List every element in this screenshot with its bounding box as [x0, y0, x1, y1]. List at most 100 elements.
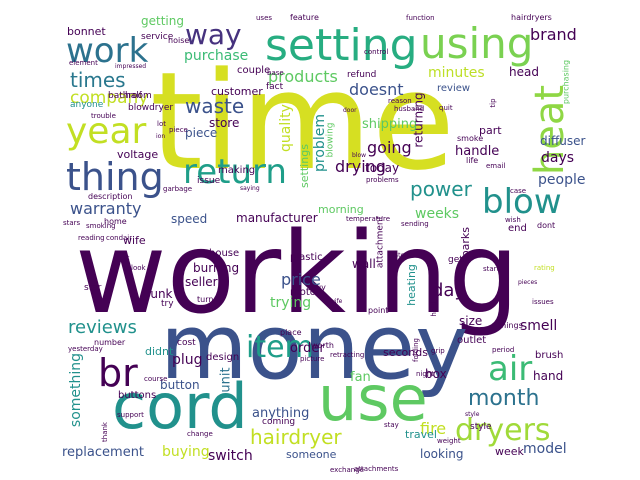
cloud-word-56: fan	[350, 370, 371, 385]
cloud-word-1: working	[75, 209, 519, 339]
cloud-word-179: store	[395, 252, 410, 259]
cloud-word-144: issues	[532, 298, 554, 306]
cloud-word-6: using	[420, 19, 533, 68]
cloud-word-57: box	[425, 367, 447, 381]
cloud-word-48: week	[495, 445, 525, 458]
cloud-word-145: yesterday	[68, 345, 103, 353]
cloud-word-27: purchase	[184, 48, 248, 64]
cloud-word-18: hairdryer	[250, 425, 342, 449]
cloud-word-22: company	[70, 88, 148, 108]
cloud-word-150: stay	[384, 421, 399, 429]
cloud-word-73: sparks	[459, 227, 472, 263]
cloud-word-120: number	[94, 338, 126, 347]
cloud-word-47: looking	[420, 447, 464, 461]
cloud-word-64: manufacturer	[236, 211, 318, 225]
cloud-word-160: start	[483, 265, 500, 273]
cloud-word-66: junk	[146, 287, 173, 301]
cloud-word-59: handle	[455, 144, 499, 159]
cloud-word-53: plug	[172, 352, 203, 368]
cloud-word-132: trouble	[91, 112, 116, 120]
cloud-word-31: going	[367, 138, 412, 157]
cloud-word-88: house	[209, 248, 239, 259]
cloud-word-30: problem	[312, 114, 328, 172]
cloud-word-129: attachments	[354, 465, 399, 473]
cloud-word-21: times	[70, 68, 126, 92]
cloud-word-68: wall	[352, 257, 376, 271]
cloud-word-128: change	[187, 430, 213, 438]
cloud-word-109: cost	[177, 338, 196, 348]
cloud-word-16: dryers	[455, 413, 551, 448]
cloud-word-46: anything	[252, 406, 309, 421]
cloud-word-50: price	[281, 270, 321, 289]
cloud-word-140: piece	[169, 126, 188, 134]
cloud-word-101: description	[88, 192, 132, 201]
cloud-word-134: smoking	[86, 222, 116, 230]
cloud-word-95: outlet	[457, 335, 486, 346]
cloud-word-13: air	[488, 349, 532, 389]
cloud-word-123: get	[448, 255, 463, 265]
cloud-word-45: switch	[208, 448, 253, 464]
cloud-word-12: blow	[482, 182, 562, 222]
cloud-word-82: getting	[141, 14, 184, 28]
cloud-word-28: waste	[185, 94, 244, 118]
cloud-word-139: uses	[256, 14, 272, 22]
cloud-word-97: brush	[535, 350, 563, 361]
cloud-word-181: style	[465, 411, 480, 418]
cloud-word-147: picture	[300, 355, 324, 363]
cloud-word-162: grip	[431, 347, 445, 355]
cloud-word-87: wife	[123, 234, 146, 247]
cloud-word-106: anyone	[70, 100, 104, 110]
cloud-word-137: control	[364, 48, 388, 56]
cloud-word-19: power	[410, 177, 473, 201]
cloud-word-20: way	[185, 18, 242, 51]
cloud-word-148: period	[492, 346, 514, 354]
cloud-word-176: impressed	[115, 63, 146, 70]
cloud-word-151: exchange	[330, 466, 364, 474]
cloud-word-143: garbage	[163, 185, 192, 193]
cloud-word-122: home	[104, 217, 127, 226]
cloud-word-84: service	[141, 32, 174, 42]
cloud-word-23: brand	[530, 25, 577, 44]
cloud-word-166: wish	[505, 216, 521, 224]
cloud-word-111: style	[470, 422, 492, 432]
cloud-word-159: look	[131, 264, 147, 272]
cloud-word-156: reading	[78, 234, 105, 242]
cloud-word-39: something	[68, 353, 84, 427]
cloud-word-4: cord	[112, 370, 248, 443]
cloud-word-154: temperature	[346, 215, 390, 223]
cloud-word-99: making	[218, 165, 255, 176]
cloud-word-17: month	[468, 386, 539, 411]
cloud-word-110: coming	[262, 417, 295, 427]
cloud-word-78: store	[209, 116, 239, 130]
cloud-word-51: trying	[270, 295, 311, 311]
cloud-word-36: weeks	[415, 206, 459, 222]
cloud-word-89: buttons	[118, 390, 156, 401]
cloud-word-94: plastic	[290, 252, 323, 263]
cloud-word-62: diffuser	[540, 134, 585, 148]
cloud-word-108: try	[161, 299, 174, 309]
cloud-word-100: issue	[197, 176, 221, 186]
cloud-word-142: reason	[388, 97, 412, 105]
cloud-word-35: days	[541, 150, 574, 166]
cloud-word-10: thing	[66, 155, 164, 199]
cloud-word-11: return	[183, 152, 287, 192]
cloud-word-138: function	[406, 14, 435, 22]
cloud-word-114: smoke	[457, 134, 483, 143]
cloud-word-141: husband	[394, 105, 424, 113]
cloud-word-126: place	[280, 328, 302, 337]
cloud-word-174: tip	[489, 98, 497, 108]
cloud-word-117: point	[368, 306, 388, 315]
cloud-word-8: year	[66, 111, 147, 152]
cloud-word-3: use	[318, 362, 428, 435]
cloud-word-76: customer	[211, 85, 263, 98]
cloud-word-85: bathroom	[108, 91, 152, 101]
cloud-word-98: design	[206, 352, 239, 363]
cloud-word-153: thank	[101, 421, 109, 442]
cloud-word-130: purchasing	[562, 60, 571, 104]
cloud-word-146: night	[416, 370, 434, 378]
cloud-word-2: money	[160, 295, 468, 400]
cloud-word-124: buy	[311, 283, 326, 292]
cloud-word-158: retracting	[330, 351, 364, 359]
cloud-word-49: travel	[405, 428, 437, 441]
